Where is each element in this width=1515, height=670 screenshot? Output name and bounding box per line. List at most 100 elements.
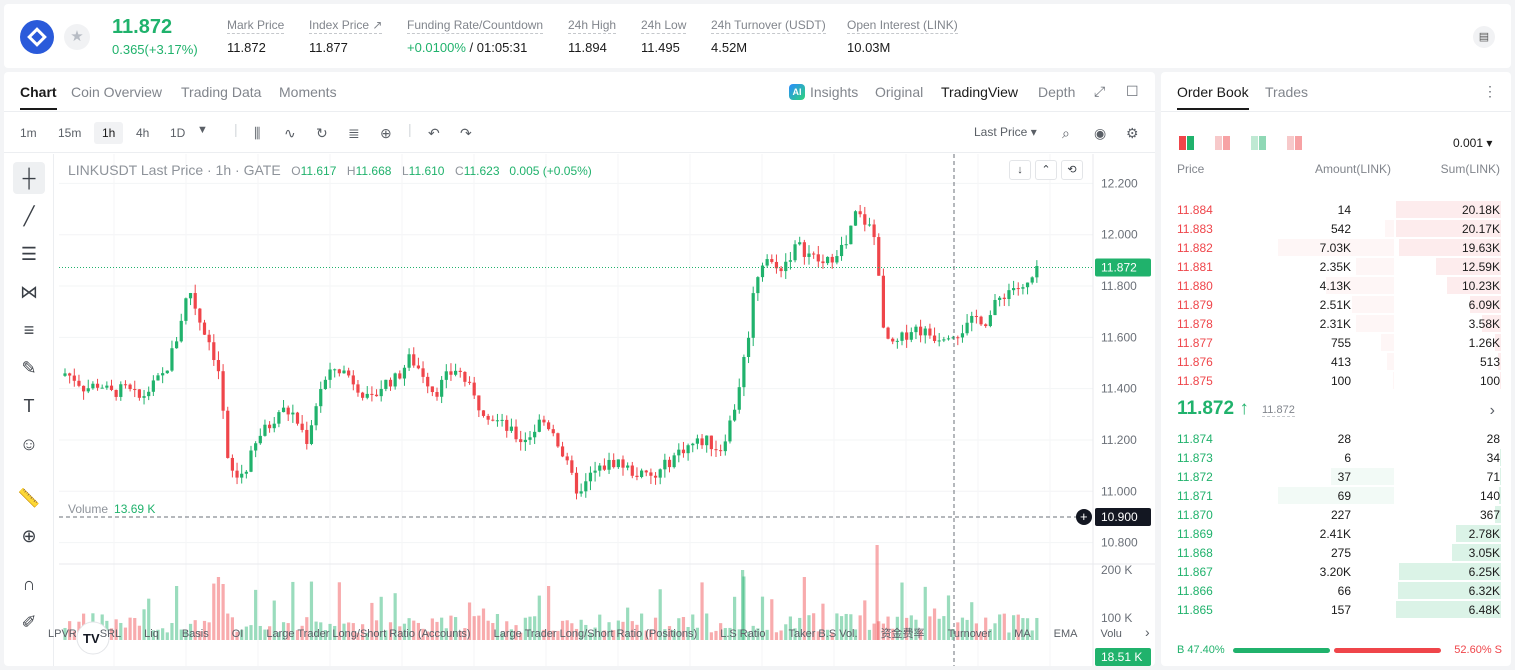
depth-bar (1399, 239, 1501, 256)
horizontal-lines-icon[interactable]: ☰ (20, 244, 38, 264)
undo-icon[interactable]: ↶ (428, 125, 440, 141)
indicator-tab[interactable]: Taker B.S Vol. (788, 628, 858, 640)
search-icon[interactable]: ⌕ (1062, 125, 1070, 141)
pattern-icon[interactable]: ⋈ (20, 282, 38, 302)
indicator-tab[interactable]: MA (1014, 628, 1031, 640)
candle-body (440, 379, 444, 397)
interval-1h[interactable]: 1h (94, 122, 124, 144)
add-indicator-icon[interactable]: ⊕ (380, 125, 392, 141)
window-icon[interactable]: ☐ (1126, 83, 1139, 99)
view-insights[interactable]: Insights (810, 84, 859, 100)
interval-4h[interactable]: 4h (136, 126, 150, 140)
interval-dropdown-icon[interactable]: ▼ (197, 124, 208, 136)
ask-row[interactable]: 11.883 542 20.17K (1161, 219, 1511, 238)
indicator-tab[interactable]: Large Trader Long/Short Ratio (Positions… (493, 628, 698, 640)
brush-icon[interactable]: ✎ (21, 358, 37, 378)
indicator-tab[interactable]: EMA (1053, 628, 1078, 640)
fib-icon[interactable]: ≡ (23, 320, 35, 340)
tab-moments[interactable]: Moments (279, 84, 337, 100)
redo-icon[interactable]: ↷ (460, 125, 472, 141)
ask-row[interactable]: 11.880 4.13K 10.23K (1161, 276, 1511, 295)
ask-row[interactable]: 11.875 100 100 (1161, 371, 1511, 390)
bid-row[interactable]: 11.865 157 6.48K (1161, 600, 1511, 619)
candlestick-chart[interactable]: 12.200 12.000 11.800 11.600 11.400 11.200 11.0… (59, 154, 1155, 666)
row-amount: 37 (1337, 470, 1351, 484)
ask-row[interactable]: 11.878 2.31K 3.58K (1161, 314, 1511, 333)
settings-gear-icon[interactable]: ⚙ (1126, 125, 1139, 141)
indicator-tab[interactable]: OI (231, 628, 244, 640)
bid-row[interactable]: 11.867 3.20K 6.25K (1161, 562, 1511, 581)
mode-asks-only-icon[interactable] (1287, 136, 1303, 150)
indicators-icon[interactable]: ∿ (284, 125, 296, 141)
view-original[interactable]: Original (875, 84, 924, 100)
expand-icon[interactable]: ⤢ (1094, 83, 1106, 99)
tab-order-book[interactable]: Order Book (1169, 84, 1257, 110)
candles-icon[interactable]: ⫼ (254, 125, 261, 141)
scroll-right-icon[interactable]: › (1144, 624, 1150, 640)
bid-row[interactable]: 11.866 66 6.32K (1161, 581, 1511, 600)
cycle-icon[interactable]: ⟲ (1061, 160, 1083, 180)
zoom-icon[interactable]: ⊕ (21, 526, 37, 546)
ask-row[interactable]: 11.881 2.35K 12.59K (1161, 257, 1511, 276)
bid-row[interactable]: 11.872 37 71 (1161, 467, 1511, 486)
indicator-tab[interactable]: Turnover (947, 628, 992, 640)
interval-1d[interactable]: 1D (170, 126, 186, 140)
row-price: 11.878 (1177, 317, 1213, 331)
interval-15m[interactable]: 15m (58, 126, 82, 140)
tab-trades[interactable]: Trades (1265, 84, 1309, 100)
price-source-select[interactable]: Last Price ▾ (974, 125, 1037, 139)
tab-coin-overview[interactable]: Coin Overview (71, 84, 163, 100)
book-icon[interactable]: ▤ (1473, 26, 1495, 48)
arrow-down-icon[interactable]: ↓ (1009, 160, 1031, 180)
candle-body (905, 332, 909, 340)
replay-icon[interactable]: ↻ (316, 125, 328, 141)
crosshair-icon[interactable]: ┼ (13, 162, 45, 194)
bid-row[interactable]: 11.869 2.41K 2.78K (1161, 524, 1511, 543)
ask-row[interactable]: 11.884 14 20.18K (1161, 200, 1511, 219)
indicator-tab[interactable]: SRL (99, 628, 122, 640)
tab-chart[interactable]: Chart (20, 84, 57, 110)
price-step-select[interactable]: 0.001 ▾ (1453, 136, 1493, 150)
magnet-icon[interactable]: ∩ (22, 574, 36, 594)
ask-row[interactable]: 11.879 2.51K 6.09K (1161, 295, 1511, 314)
ask-row[interactable]: 11.877 755 1.26K (1161, 333, 1511, 352)
view-tradingview[interactable]: TradingView (941, 84, 1019, 100)
mode-bids-icon[interactable] (1251, 136, 1267, 150)
candle-body (942, 339, 946, 341)
mode-both-icon[interactable] (1179, 136, 1195, 150)
ask-row[interactable]: 11.876 413 513 (1161, 352, 1511, 371)
indicator-tab[interactable]: Liq (144, 628, 159, 640)
indicator-tab[interactable]: Volu (1100, 628, 1122, 640)
volume-bar (305, 617, 309, 640)
indicator-tab[interactable]: 资金费率 (880, 628, 925, 640)
emoji-icon[interactable]: ☺ (19, 434, 39, 454)
bid-row[interactable]: 11.870 227 367 (1161, 505, 1511, 524)
text-icon[interactable]: T (23, 396, 35, 416)
interval-1m[interactable]: 1m (20, 126, 37, 140)
favorite-star-icon[interactable]: ★ (64, 24, 90, 50)
indicator-tabs: LPVR SRL Liq Basis OI Large Trader Long/Short… (48, 624, 1155, 642)
bid-row[interactable]: 11.868 275 3.05K (1161, 543, 1511, 562)
tab-trading-data[interactable]: Trading Data (181, 84, 262, 100)
indicator-tab[interactable]: Large Trader Long/Short Ratio (Accounts) (266, 628, 471, 640)
alerts-icon[interactable]: ≣ (348, 125, 360, 141)
ask-row[interactable]: 11.882 7.03K 19.63K (1161, 238, 1511, 257)
bid-row[interactable]: 11.871 69 140 (1161, 486, 1511, 505)
pencil-icon[interactable]: ✐ (21, 612, 37, 632)
collapse-icon[interactable]: ⌃ (1035, 160, 1057, 180)
bid-row[interactable]: 11.873 6 34 (1161, 448, 1511, 467)
more-menu-icon[interactable]: ⋮ (1483, 83, 1497, 99)
indicator-tab[interactable]: Basis (181, 628, 209, 640)
indicator-tab[interactable]: LPVR (48, 628, 77, 640)
trendline-icon[interactable]: ╱ (23, 206, 35, 226)
volume-bar (342, 623, 346, 640)
candle-body (212, 342, 216, 361)
camera-icon[interactable]: ◉ (1094, 125, 1107, 141)
ruler-icon[interactable]: 📏 (17, 488, 41, 508)
view-depth[interactable]: Depth (1038, 84, 1076, 100)
chevron-right-icon[interactable]: › (1489, 402, 1495, 419)
indicator-tab[interactable]: L.S Ratio (720, 628, 766, 640)
volume-bar (984, 617, 988, 640)
bid-row[interactable]: 11.874 28 28 (1161, 429, 1511, 448)
mode-asks-icon[interactable] (1215, 136, 1231, 150)
